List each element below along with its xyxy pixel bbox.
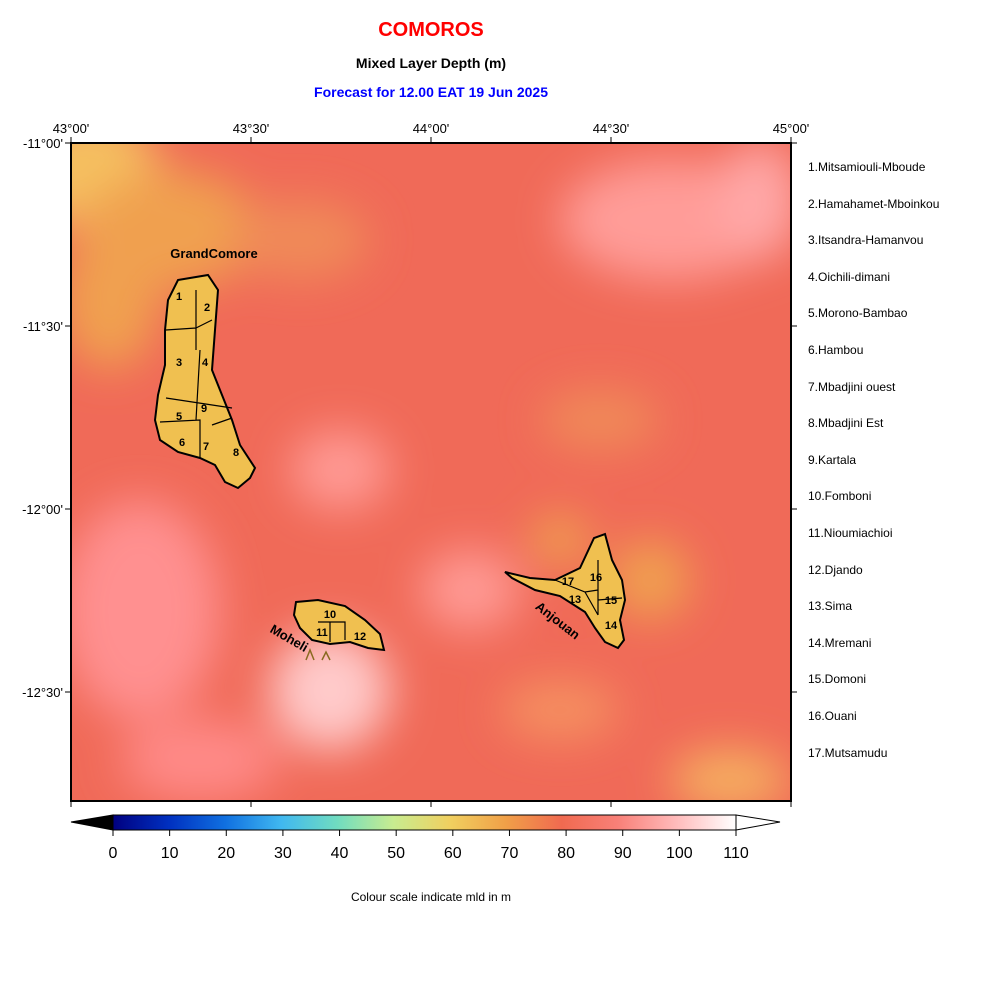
region-number-17: 17 [562, 576, 574, 588]
region-number-11: 11 [316, 627, 328, 639]
map-parameter-title: Mixed Layer Depth (m) [355, 55, 507, 71]
colorbar-tick-label: 0 [109, 845, 118, 862]
forecast-time-label: Forecast for 12.00 EAT 19 Jun 2025 [314, 84, 548, 100]
colorbar-tick-label: 100 [666, 845, 693, 862]
region-legend-item: 6.Hambou [808, 343, 864, 357]
region-number-15: 15 [605, 595, 617, 607]
mld-field [71, 143, 791, 801]
moheli-island [292, 598, 386, 661]
lon-tick-label: 43°30' [233, 121, 270, 136]
lon-tick-label: 44°30' [593, 121, 630, 136]
anjouan-island [504, 532, 627, 650]
region-legend-item: 10.Fomboni [808, 489, 872, 504]
region-legend-item: 14.Mremani [808, 635, 872, 650]
colorbar-caption: Colour scale indicate mld in m [350, 890, 512, 904]
region-number-14: 14 [605, 620, 618, 632]
colorbar-tick-label: 10 [161, 845, 179, 862]
colorbar: 0 10 20 30 40 50 60 70 80 90 100 110 [70, 814, 781, 862]
axis-tick-labels: 43°00' 43°30' 44°00' 44°30' 45°00' -11°00' -11… [22, 121, 809, 700]
region-legend-item: 2.Hamahamet-Mboinkou [808, 196, 940, 211]
region-number-12: 12 [354, 631, 366, 643]
region-legend-item: 3.Itsandra-Hamanvou [808, 233, 924, 248]
colorbar-tick-label: 90 [614, 845, 632, 862]
region-number-16: 16 [590, 572, 602, 584]
region-number-5: 5 [176, 411, 182, 423]
region-legend-item: 9.Kartala [808, 452, 857, 467]
colorbar-tick-label: 50 [387, 845, 405, 862]
lat-tick-label: -11°00' [23, 136, 63, 151]
island-label-grandcomore: GrandComore [170, 246, 257, 261]
colorbar-tick-label: 60 [444, 845, 462, 862]
region-number-6: 6 [179, 437, 185, 449]
region-number-9: 9 [201, 403, 207, 415]
region-number-4: 4 [202, 357, 209, 369]
colorbar-tick-label: 40 [331, 845, 349, 862]
region-legend-item: 16.Ouani [808, 709, 857, 723]
lat-tick-label: -12°30' [22, 685, 63, 700]
region-legend-item: 1.Mitsamiouli-Mboude [808, 160, 926, 174]
region-number-13: 13 [569, 594, 581, 606]
region-legend-item: 13.Sima [808, 599, 853, 614]
lon-tick-label: 43°00' [53, 121, 90, 136]
colorbar-bar [112, 814, 737, 831]
region-legend-item: 4.Oichili-dimani [808, 269, 891, 284]
colorbar-tick-label: 70 [501, 845, 519, 862]
axis-ticks [65, 137, 797, 807]
map-country-title: COMOROS [378, 19, 484, 41]
region-number-1: 1 [176, 291, 182, 303]
colorbar-tick-label: 110 [723, 845, 749, 862]
lon-tick-label: 44°00' [413, 121, 450, 136]
region-legend-item: 12.Djando [808, 562, 863, 577]
region-legend-item: 5.Morono-Bambao [808, 306, 908, 321]
region-number-3: 3 [176, 357, 182, 369]
region-legend-item: 17.Mutsamudu [808, 745, 888, 760]
region-legend-item: 11.Nioumiachioi [808, 526, 893, 540]
colorbar-tick-label: 20 [217, 845, 235, 862]
colorbar-tick-label: 30 [274, 845, 292, 862]
lon-tick-label: 45°00' [773, 121, 810, 136]
colorbar-high-arrow [735, 814, 781, 831]
region-legend-item: 15.Domoni [808, 672, 867, 687]
lat-tick-label: -11°30' [23, 319, 63, 334]
region-number-8: 8 [233, 447, 239, 459]
region-legend-item: 8.Mbadjini Est [808, 416, 884, 431]
region-number-7: 7 [203, 441, 209, 453]
region-number-2: 2 [204, 302, 210, 314]
region-legend-item: 7.Mbadjini ouest [808, 379, 896, 394]
colorbar-tick-label: 80 [557, 845, 575, 862]
region-number-10: 10 [324, 609, 336, 621]
lat-tick-label: -12°00' [22, 502, 63, 517]
grand-comore-island [153, 273, 257, 490]
colorbar-low-arrow [70, 814, 114, 831]
